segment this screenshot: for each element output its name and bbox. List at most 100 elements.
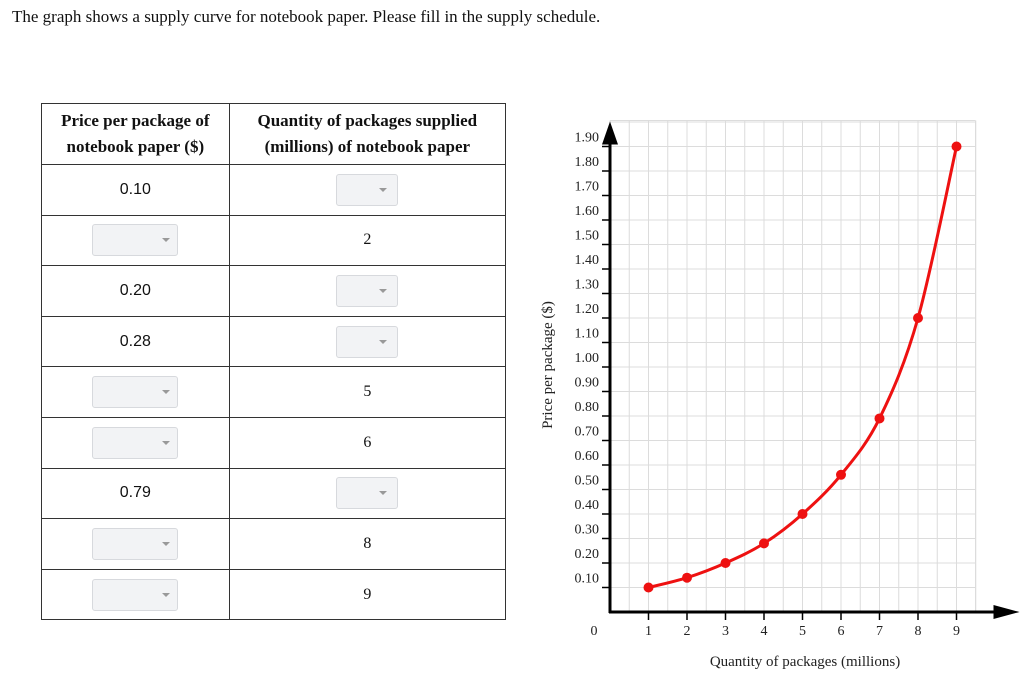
- y-tick-label: 1.40: [575, 253, 600, 268]
- y-tick-label: 1.50: [575, 229, 600, 244]
- supply-point: [913, 313, 923, 323]
- y-tick-label: 0.20: [575, 547, 600, 562]
- x-tick-label: 9: [953, 624, 960, 639]
- chart-grid: [609, 120, 977, 613]
- price-cell: 0.28: [41, 315, 230, 368]
- quantity-dropdown[interactable]: [336, 325, 399, 358]
- supply-points: [643, 141, 962, 593]
- supply-schedule-table: Price per package of notebook paper ($) …: [41, 103, 507, 621]
- price-value: 0.79: [119, 484, 151, 502]
- y-tick-label: 1.30: [575, 278, 600, 293]
- x-axis-ticks: 0 1 2 3 4 5 6 7 8 9: [591, 612, 960, 639]
- x-tick-label: 8: [915, 624, 922, 639]
- y-tick-label: 1.10: [575, 327, 600, 342]
- x-tick-label: 2: [684, 624, 691, 639]
- price-cell: 0.79: [41, 467, 230, 520]
- chevron-down-icon: [162, 541, 171, 546]
- supply-curve-chart: 0.10 0.20 0.30 0.40 0.50 0.60 0.70 0.80 0.90 1.00…: [540, 120, 1020, 670]
- quantity-cell: 5: [228, 366, 507, 418]
- quantity-cell: 9: [228, 568, 507, 621]
- chevron-down-icon: [162, 592, 171, 597]
- table-row: 0.28: [41, 315, 507, 368]
- x-axis-arrow: [993, 605, 1020, 619]
- chart-axes: [602, 121, 1020, 619]
- table-row: 9: [41, 568, 507, 621]
- table-row: 6: [41, 416, 507, 469]
- chevron-down-icon: [379, 491, 388, 496]
- supply-point: [797, 509, 808, 519]
- price-dropdown[interactable]: [92, 527, 179, 560]
- y-axis-label: Price per package ($): [540, 301, 556, 429]
- quantity-dropdown[interactable]: [336, 477, 399, 510]
- y-tick-label: 0.50: [575, 474, 600, 489]
- y-tick-label: 0.30: [575, 523, 600, 538]
- price-column-header: Price per package of notebook paper ($): [41, 103, 230, 165]
- quantity-dropdown[interactable]: [336, 274, 399, 307]
- x-tick-label: 4: [761, 624, 768, 639]
- y-tick-label: 0.40: [575, 498, 600, 513]
- y-tick-label: 1.20: [575, 302, 600, 317]
- supply-point: [759, 538, 769, 549]
- price-value: 0.28: [119, 332, 151, 350]
- quantity-cell: [228, 467, 507, 520]
- quantity-cell: [228, 315, 507, 368]
- question-prompt: The graph shows a supply curve for noteb…: [12, 7, 601, 26]
- y-tick-label: 1.60: [575, 204, 600, 219]
- table-row: 8: [41, 518, 507, 570]
- price-cell: 0.20: [41, 265, 230, 317]
- y-tick-label: 0.80: [575, 400, 600, 415]
- y-tick-label: 0.10: [575, 572, 600, 587]
- price-header-line2: notebook paper ($): [66, 137, 205, 156]
- quantity-cell: 8: [228, 518, 507, 570]
- x-tick-label: 5: [799, 624, 806, 639]
- supply-point: [836, 469, 846, 480]
- quantity-cell: 6: [228, 416, 507, 469]
- price-cell: 0.10: [41, 164, 230, 216]
- price-cell: [41, 366, 230, 418]
- quantity-header-line2: (millions) of notebook paper: [264, 137, 471, 156]
- x-tick-label: 0: [591, 624, 598, 639]
- quantity-cell: [228, 265, 507, 317]
- chevron-down-icon: [379, 288, 388, 293]
- x-tick-label: 1: [645, 624, 652, 639]
- quantity-header-line1: Quantity of packages supplied: [257, 111, 478, 130]
- price-dropdown[interactable]: [92, 224, 179, 257]
- price-cell: [41, 214, 230, 267]
- chevron-down-icon: [379, 339, 388, 344]
- price-dropdown[interactable]: [92, 426, 179, 459]
- table-header-row: Price per package of notebook paper ($) …: [41, 103, 507, 165]
- quantity-value: 2: [363, 231, 372, 249]
- y-tick-label: 1.00: [575, 351, 600, 366]
- quantity-value: 9: [363, 585, 372, 603]
- quantity-dropdown[interactable]: [336, 173, 399, 206]
- x-tick-label: 7: [876, 624, 883, 639]
- table-row: 0.20: [41, 265, 507, 317]
- quantity-column-header: Quantity of packages supplied (millions)…: [228, 103, 507, 165]
- x-tick-label: 6: [838, 624, 845, 639]
- y-tick-label: 0.60: [575, 449, 600, 464]
- y-axis-ticks: 0.10 0.20 0.30 0.40 0.50 0.60 0.70 0.80 0.90 1.00…: [575, 131, 610, 589]
- chevron-down-icon: [162, 238, 171, 243]
- chevron-down-icon: [162, 440, 171, 445]
- price-value: 0.10: [119, 180, 151, 198]
- table-row: 5: [41, 366, 507, 418]
- y-tick-label: 0.70: [575, 425, 600, 440]
- table-row: 0.10: [41, 164, 507, 216]
- quantity-cell: [228, 164, 507, 216]
- quantity-value: 6: [363, 433, 372, 451]
- price-dropdown[interactable]: [92, 578, 179, 611]
- chevron-down-icon: [379, 187, 388, 192]
- y-axis-arrow: [602, 121, 618, 145]
- quantity-cell: 2: [228, 214, 507, 267]
- supply-point: [720, 558, 731, 568]
- y-tick-label: 1.80: [575, 155, 600, 170]
- supply-point: [874, 413, 885, 424]
- y-tick-label: 0.90: [575, 376, 600, 391]
- price-dropdown[interactable]: [92, 376, 179, 409]
- chevron-down-icon: [162, 390, 171, 395]
- price-header-line1: Price per package of: [61, 111, 210, 130]
- quantity-value: 5: [363, 383, 372, 401]
- price-cell: [41, 568, 230, 621]
- supply-point: [951, 141, 962, 152]
- supply-point: [643, 582, 654, 593]
